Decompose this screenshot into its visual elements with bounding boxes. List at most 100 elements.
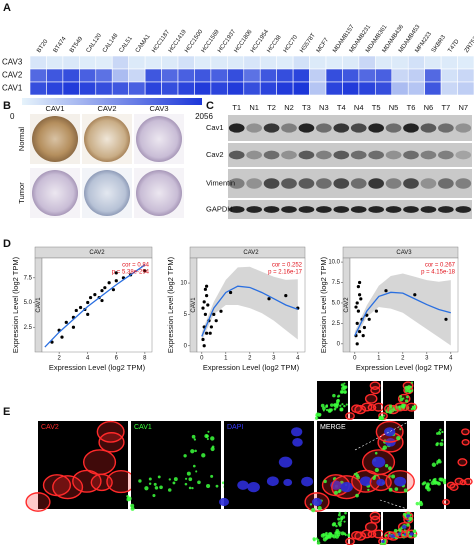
vesicle: [384, 464, 389, 468]
y-tick-label: 7.5: [332, 280, 341, 286]
vesicle: [398, 528, 402, 532]
heatmap-cell: [161, 55, 179, 70]
heatmap-cell: [29, 81, 47, 96]
nucleus: [371, 456, 386, 468]
row-label: CAV1: [2, 84, 23, 93]
lane-label: T6: [407, 103, 416, 112]
nucleus: [394, 476, 407, 487]
scatter-point: [201, 306, 205, 310]
nucleus: [266, 476, 279, 487]
vesicle: [410, 381, 414, 384]
vesicle: [154, 486, 159, 490]
heatmap-cell: [375, 55, 393, 70]
vesicle: [409, 513, 412, 517]
scatter-point: [358, 329, 362, 334]
blot-band: [298, 178, 315, 189]
vesicle: [127, 496, 132, 501]
cell-membrane: [372, 529, 385, 539]
vesicle: [329, 403, 334, 407]
heatmap-cell: [342, 68, 360, 83]
vesicle: [336, 395, 340, 398]
column-label: CAMA1: [135, 33, 152, 54]
vesicle: [405, 399, 409, 403]
scatter-point: [100, 289, 104, 293]
blot-band: [403, 123, 419, 133]
heatmap-cell: [29, 55, 47, 70]
ihc-column-label: CAV3: [149, 104, 168, 113]
scatter-point: [413, 293, 417, 297]
vesicle: [399, 397, 404, 402]
side-strip-label: CAV1: [191, 297, 197, 313]
vesicle: [334, 534, 340, 539]
cell-membrane: [372, 402, 385, 412]
heatmap-cell: [407, 55, 425, 70]
side-strip-label: CAV2: [344, 297, 350, 313]
vesicle: [413, 529, 417, 534]
blot-strip: [228, 200, 472, 219]
vesicle: [355, 493, 359, 498]
vesicle: [332, 522, 337, 526]
heatmap-cell: [259, 55, 277, 70]
vesicle: [157, 475, 161, 479]
scatter-point: [93, 293, 97, 297]
heatmap-cell: [440, 55, 458, 70]
vesicle: [396, 435, 401, 441]
blot-band: [246, 123, 262, 133]
scatter-point: [367, 317, 371, 321]
nucleus: [406, 514, 411, 518]
scatter-point: [208, 331, 212, 335]
heatmap-cell: [62, 81, 80, 96]
blot-band: [333, 206, 350, 213]
strip-label: CAV2: [243, 250, 259, 256]
heatmap-cell: [325, 68, 343, 83]
heatmap-cell: [457, 68, 474, 83]
heatmap-cell: [424, 81, 442, 96]
vesicle: [419, 500, 423, 504]
column-label: BT474: [53, 36, 68, 54]
blot-band: [228, 206, 245, 213]
x-tick-label: 4: [296, 356, 300, 362]
blot-band: [438, 178, 454, 189]
vesicle: [183, 454, 187, 458]
vesicle: [130, 503, 135, 508]
vesicle: [172, 481, 176, 485]
vesicle: [340, 383, 344, 387]
vesicle: [192, 464, 196, 468]
lane-label: T2: [267, 103, 276, 112]
vesicle: [343, 404, 346, 408]
fluorescence-image: [38, 421, 128, 509]
scatter-point: [202, 300, 206, 304]
cell-membrane: [52, 475, 84, 500]
vesicle: [148, 482, 152, 485]
cell-membrane: [461, 428, 470, 436]
vesicle: [439, 428, 442, 432]
lane-label: N3: [319, 103, 329, 112]
y-axis-label: Expression Level (log2 TPM): [166, 256, 175, 353]
ihc-column-label: CAV1: [45, 104, 64, 113]
blot-band: [420, 150, 437, 160]
strip-label: CAV3: [396, 250, 412, 256]
scatter-point: [88, 295, 93, 300]
y-tick-label: 2.5: [332, 321, 341, 327]
blot-band: [298, 206, 315, 213]
scatter-point: [114, 279, 118, 283]
nucleus: [292, 437, 303, 447]
heatmap-cell: [111, 55, 129, 70]
confidence-band: [354, 273, 451, 346]
vesicle: [408, 516, 413, 521]
channel-label: CAV1: [134, 424, 152, 431]
vesicle: [322, 406, 326, 411]
vesicle: [373, 475, 377, 478]
panel-label: D: [3, 238, 11, 250]
vesicle: [148, 477, 152, 481]
vesicle: [337, 531, 341, 535]
confidence-band: [201, 266, 298, 341]
vesicle: [399, 394, 403, 399]
vesicle: [337, 513, 341, 517]
colorbar: [22, 98, 202, 105]
ihc-core: [136, 116, 182, 162]
vesicle: [411, 405, 416, 410]
nucleus: [403, 533, 407, 536]
scatter-point: [355, 342, 359, 346]
